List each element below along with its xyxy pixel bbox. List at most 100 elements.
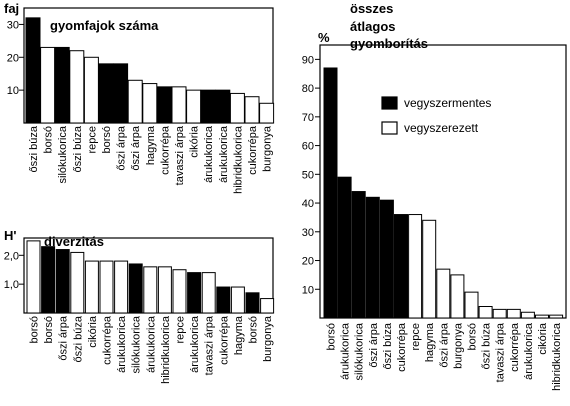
- coverage-bar: [408, 214, 423, 319]
- species-tick-label: 20: [7, 52, 19, 64]
- legend-label: vegyszermentes: [404, 96, 491, 110]
- diversity-category-label: cikória: [87, 315, 99, 348]
- diversity-category-label: árukukorica: [116, 315, 128, 373]
- coverage-bar: [506, 308, 521, 319]
- diversity-bar: [114, 260, 129, 314]
- diversity-category-label: borsó: [43, 316, 55, 344]
- species-bar: [142, 83, 158, 124]
- species-category-label: cikória: [189, 125, 201, 158]
- diversity-bar: [260, 298, 275, 314]
- coverage-tick-label: 50: [302, 169, 314, 181]
- diversity-category-label: őszi árpa: [58, 315, 70, 361]
- species-category-label: őszi árpa: [116, 125, 128, 171]
- species-category-label: cukorrépa: [159, 125, 171, 175]
- coverage-bar: [394, 214, 408, 319]
- coverage-bar: [520, 311, 535, 319]
- coverage-bar: [379, 199, 394, 319]
- species-bar: [215, 89, 231, 124]
- legend-swatch: [381, 121, 398, 135]
- coverage-category-label: őszi árpa: [438, 322, 450, 368]
- coverage-category-label: borsó: [326, 323, 338, 351]
- diversity-title: diverzitás: [44, 234, 104, 249]
- coverage-category-label: árukukorica: [340, 322, 352, 380]
- coverage-bar: [549, 314, 564, 319]
- coverage-tick-label: 30: [302, 227, 314, 239]
- diversity-bar: [187, 272, 202, 314]
- diversity-bar: [245, 292, 260, 314]
- diversity-category-label: repce: [175, 316, 187, 344]
- diversity-bar: [70, 251, 85, 314]
- diversity-tick-label: 1,0: [4, 279, 19, 291]
- legend-swatch: [381, 96, 398, 110]
- species-bar: [171, 86, 187, 124]
- coverage-tick-label: 90: [302, 54, 314, 66]
- diversity-category-label: őszi búza: [72, 315, 84, 362]
- species-bar: [25, 17, 41, 124]
- coverage-category-label: borsó: [467, 323, 479, 351]
- species-category-label: repce: [86, 126, 98, 154]
- coverage-tick-label: 80: [302, 83, 314, 95]
- species-title: gyomfajok száma: [50, 18, 159, 33]
- species-category-label: silókukorica: [57, 125, 69, 183]
- species-bar: [54, 46, 70, 124]
- species-category-label: árukukorica: [203, 125, 215, 183]
- species-category-label: tavaszi árpa: [174, 125, 186, 185]
- legend-label: vegyszerezett: [404, 121, 479, 135]
- species-bar: [113, 63, 129, 124]
- coverage-ylabel: %: [318, 30, 330, 45]
- coverage-category-label: burgonya: [452, 322, 464, 369]
- diversity-bar: [26, 240, 41, 314]
- species-bar: [186, 89, 202, 124]
- coverage-title-line: gyomborítás: [350, 36, 428, 51]
- coverage-bar: [351, 191, 366, 319]
- species-ylabel: faj: [4, 1, 19, 16]
- coverage-bar: [323, 67, 338, 319]
- coverage-bar: [450, 274, 465, 319]
- diversity-category-label: cukorrépa: [102, 315, 114, 365]
- species-category-label: őszi árpa: [130, 125, 142, 171]
- coverage-title-line: összes: [350, 1, 393, 16]
- coverage-category-label: repce: [410, 323, 422, 351]
- diversity-bar: [230, 286, 245, 314]
- coverage-bar: [535, 314, 549, 319]
- coverage-bar: [478, 306, 493, 319]
- diversity-category-label: silókukorica: [131, 315, 143, 373]
- species-category-label: cukorrépa: [247, 125, 259, 175]
- coverage-title-line: átlagos: [350, 19, 396, 34]
- diversity-bar: [172, 269, 187, 314]
- species-bar: [98, 63, 114, 124]
- species-category-label: burgonya: [262, 125, 274, 172]
- diversity-category-label: borsó: [248, 316, 260, 344]
- species-category-label: őszi búza: [28, 125, 40, 172]
- coverage-category-label: hagyma: [424, 322, 436, 362]
- diversity-bar: [157, 266, 172, 314]
- diversity-bar: [128, 263, 143, 314]
- diversity-bar: [41, 246, 56, 314]
- diversity-category-label: hagyma: [233, 315, 245, 355]
- coverage-category-label: cikória: [537, 322, 549, 355]
- coverage-bar: [492, 308, 507, 319]
- diversity-category-label: burgonya: [262, 315, 274, 362]
- coverage-bar: [422, 219, 437, 319]
- coverage-category-label: őszi búza: [382, 322, 394, 369]
- species-bar: [127, 79, 143, 124]
- coverage-category-label: hibridkukorica: [551, 322, 563, 391]
- diversity-bar: [99, 260, 114, 314]
- coverage-bar: [337, 176, 352, 319]
- coverage-tick-label: 70: [302, 112, 314, 124]
- coverage-tick-label: 40: [302, 198, 314, 210]
- diversity-category-label: borsó: [29, 316, 41, 344]
- species-category-label: borsó: [43, 126, 55, 154]
- diversity-bar: [201, 272, 216, 314]
- coverage-category-label: cukorrépa: [396, 322, 408, 372]
- species-category-label: borsó: [101, 126, 113, 154]
- coverage-bar: [365, 196, 380, 319]
- coverage-category-label: árukukorica: [523, 322, 535, 380]
- diversity-bar: [216, 286, 231, 314]
- diversity-category-label: árukukorica: [189, 315, 201, 373]
- coverage-category-label: cukorrépa: [509, 322, 521, 372]
- species-bar: [83, 56, 99, 124]
- coverage-tick-label: 20: [302, 256, 314, 268]
